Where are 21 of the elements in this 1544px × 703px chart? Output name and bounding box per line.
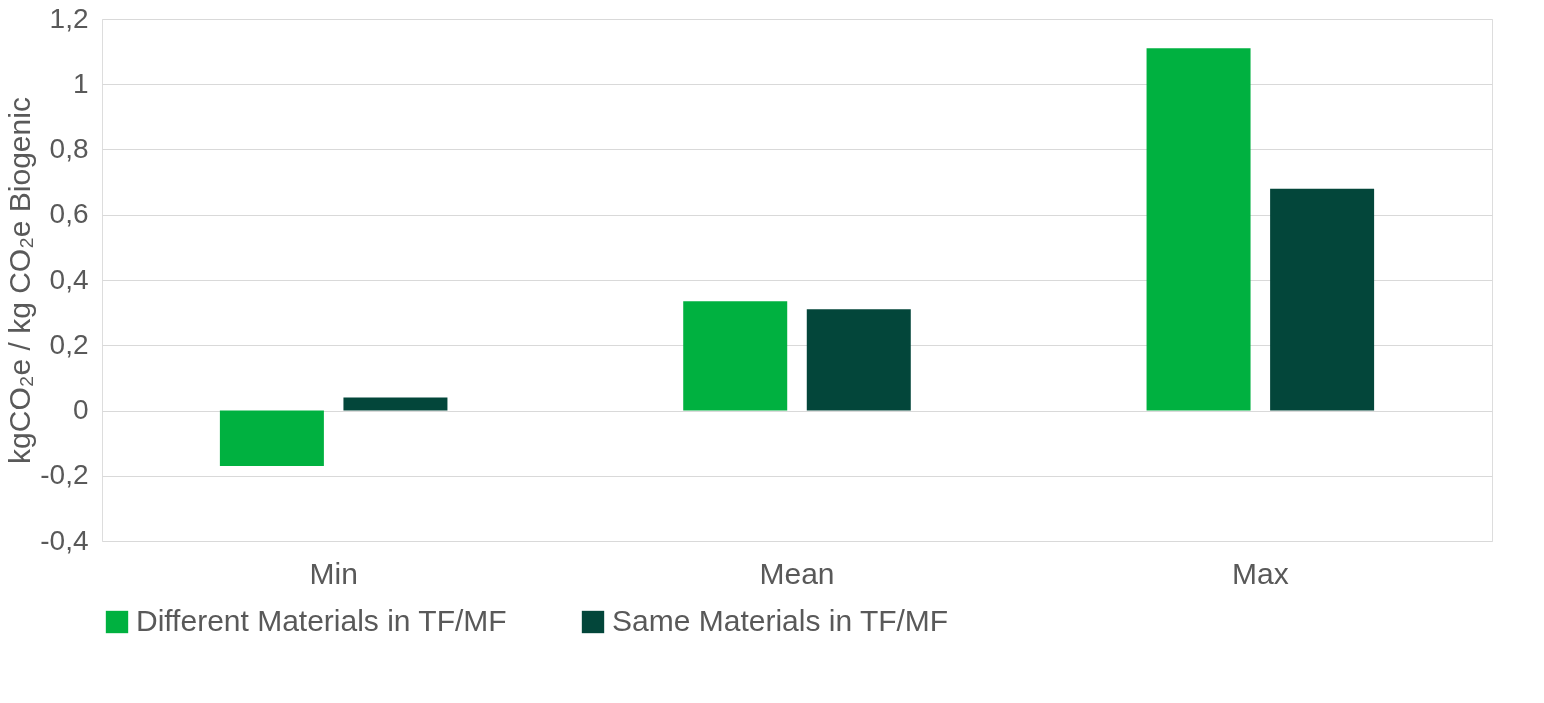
bar [1146,48,1251,411]
y-tick-label: 0,2 [49,328,89,360]
bar [1270,188,1375,411]
y-tick-label: 0,6 [49,198,89,230]
bar [343,397,448,411]
y-tick-label: 0,4 [49,263,89,295]
y-tick-label: -0,2 [40,459,89,491]
y-tick-label: -0,4 [40,524,89,556]
legend-label: Different Materials in TF/MF [136,604,507,637]
y-axis-title: kgCO₂e / kg CO₂e Biogenic [3,97,37,464]
y-tick-label: 0 [72,394,89,425]
x-tick-label: Mean [759,556,835,590]
bar [683,301,788,411]
y-tick-label: 1,2 [49,2,89,34]
y-tick-label: 1 [72,67,89,99]
legend-label: Same Materials in TF/MF [612,604,949,637]
bar [806,309,911,411]
x-tick-label: Max [1231,556,1289,590]
y-tick-label: 0,8 [49,133,89,164]
bar [219,410,324,466]
x-tick-label: Min [309,556,358,590]
